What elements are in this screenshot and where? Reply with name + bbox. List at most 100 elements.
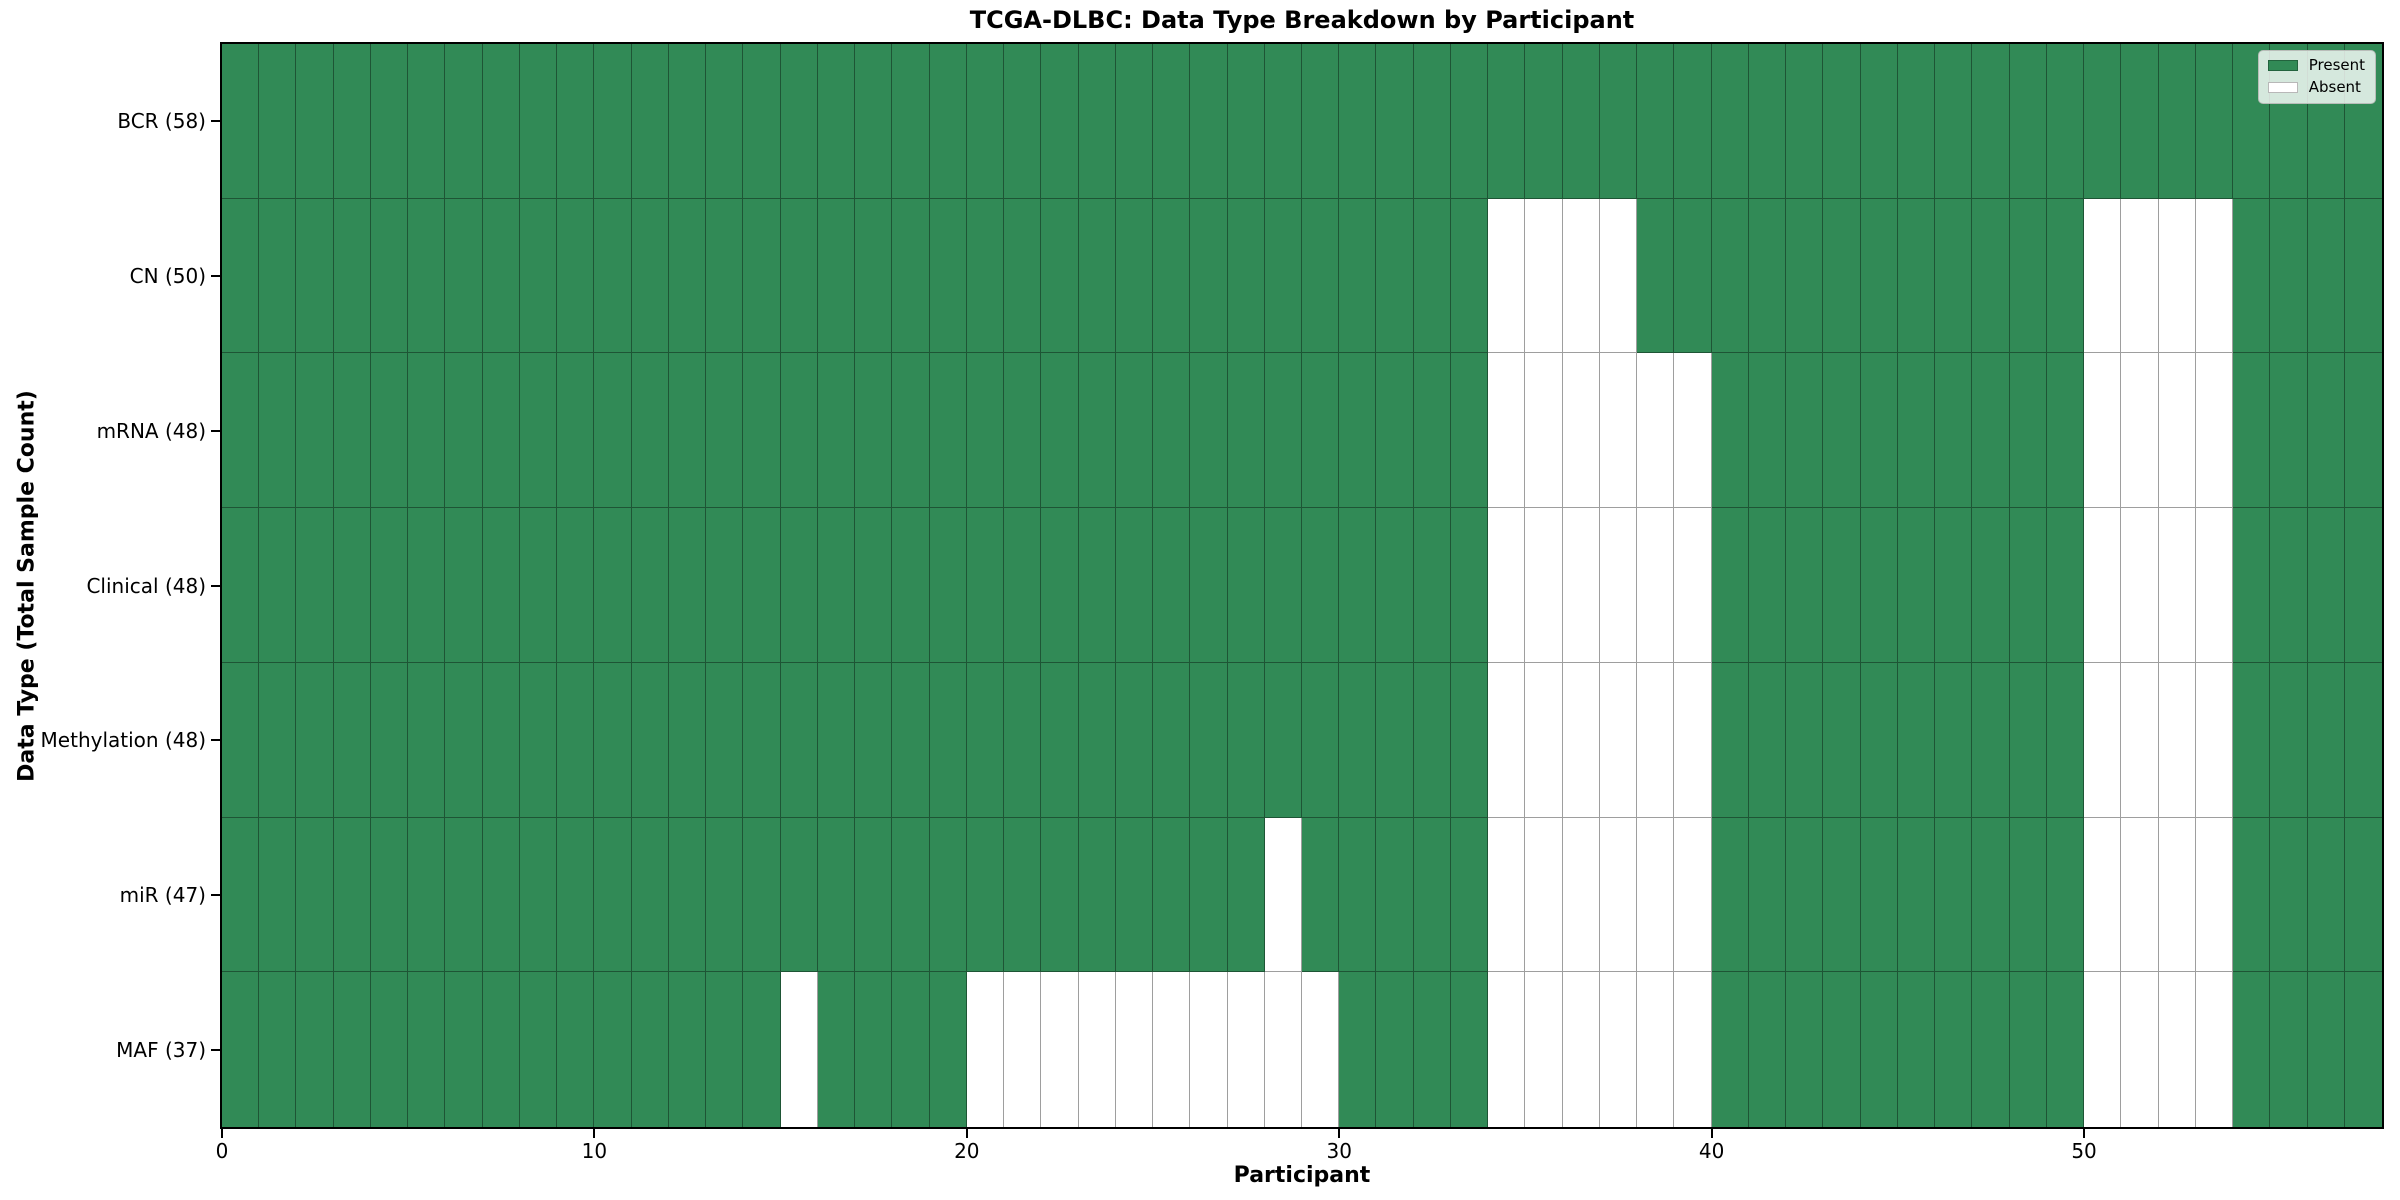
heatmap-cell <box>1264 44 1302 199</box>
heatmap-cell <box>668 508 707 663</box>
heatmap-cell <box>1599 817 1638 973</box>
heatmap-cell <box>706 662 744 818</box>
heatmap-cell <box>780 353 818 509</box>
heatmap-cell <box>1376 44 1414 199</box>
heatmap-cell <box>1264 662 1302 818</box>
heatmap-cell <box>1450 44 1489 199</box>
heatmap-cell <box>1637 662 1675 818</box>
heatmap-cell <box>482 508 520 663</box>
heatmap-cell <box>1004 44 1042 199</box>
heatmap-cell <box>1339 817 1377 973</box>
heatmap-cell <box>2195 198 2234 354</box>
heatmap-cell <box>1413 972 1451 1127</box>
heatmap-cell <box>482 817 520 973</box>
heatmap-cell <box>2046 972 2085 1127</box>
heatmap-cell <box>2084 353 2122 509</box>
heatmap-cell <box>296 817 334 973</box>
x-tick-mark <box>221 1129 223 1138</box>
heatmap-cell <box>1711 198 1749 354</box>
heatmap-cell <box>2009 817 2047 973</box>
heatmap-cell <box>2084 508 2122 663</box>
heatmap-cell <box>222 44 260 199</box>
heatmap-cell <box>1637 44 1675 199</box>
heatmap-cell <box>222 817 260 973</box>
heatmap-cell <box>817 817 856 973</box>
heatmap-cell <box>333 972 371 1127</box>
heatmap-cell <box>1301 44 1340 199</box>
heatmap-cell <box>222 662 260 818</box>
heatmap-cell <box>1041 972 1079 1127</box>
heatmap-cell <box>1935 44 1973 199</box>
heatmap-cell <box>1413 508 1451 663</box>
heatmap-cell <box>706 508 744 663</box>
heatmap-cell <box>706 972 744 1127</box>
heatmap-cell <box>2270 972 2308 1127</box>
heatmap-cell <box>668 353 707 509</box>
heatmap-cell <box>1525 972 1563 1127</box>
heatmap-cell <box>333 198 371 354</box>
heatmap-cell <box>1264 508 1302 663</box>
heatmap-cell <box>1488 662 1526 818</box>
heatmap-cell <box>2195 508 2234 663</box>
heatmap-cell <box>1450 198 1489 354</box>
heatmap-cell <box>1599 508 1638 663</box>
heatmap-cell <box>892 508 930 663</box>
heatmap-cell <box>445 662 483 818</box>
heatmap-cell <box>557 662 595 818</box>
heatmap-cell <box>2344 817 2382 973</box>
heatmap-cell <box>1897 44 1936 199</box>
heatmap-cell <box>1450 662 1489 818</box>
heatmap-cell <box>1078 817 1116 973</box>
heatmap-grid <box>222 44 2382 1127</box>
chart-title: TCGA-DLBC: Data Type Breakdown by Partic… <box>969 6 1635 34</box>
heatmap-cell <box>1339 972 1377 1127</box>
heatmap-cell <box>780 44 818 199</box>
heatmap-cell <box>1711 662 1749 818</box>
heatmap-cell <box>1562 198 1600 354</box>
heatmap-cell <box>370 662 409 818</box>
heatmap-cell <box>1115 972 1154 1127</box>
heatmap-cell <box>1748 44 1787 199</box>
heatmap-cell <box>1376 353 1414 509</box>
heatmap-cell <box>1525 817 1563 973</box>
heatmap-cell <box>929 817 967 973</box>
heatmap-cell <box>2084 198 2122 354</box>
heatmap-cell <box>482 972 520 1127</box>
y-tick-label: Methylation (48) <box>40 728 206 753</box>
heatmap-cell <box>892 817 930 973</box>
heatmap-cell <box>2307 198 2345 354</box>
heatmap-cell <box>929 972 967 1127</box>
heatmap-cell <box>2046 662 2085 818</box>
heatmap-cell <box>259 972 297 1127</box>
heatmap-cell <box>1115 817 1154 973</box>
heatmap-cell <box>1711 817 1749 973</box>
heatmap-cell <box>1748 353 1787 509</box>
heatmap-cell <box>1004 353 1042 509</box>
heatmap-cell <box>1786 817 1824 973</box>
heatmap-cell <box>370 508 409 663</box>
heatmap-cell <box>1786 508 1824 663</box>
heatmap-cell <box>2158 972 2196 1127</box>
heatmap-cell <box>1823 662 1861 818</box>
plot-area: Present Absent <box>220 42 2384 1129</box>
heatmap-cell <box>2233 662 2271 818</box>
heatmap-cell <box>1562 353 1600 509</box>
heatmap-cell <box>1264 198 1302 354</box>
heatmap-cell <box>1860 198 1898 354</box>
heatmap-cell <box>780 972 818 1127</box>
heatmap-cell <box>2233 198 2271 354</box>
heatmap-cell <box>1637 508 1675 663</box>
heatmap-cell <box>1860 817 1898 973</box>
y-tick-label: CN (50) <box>129 264 206 289</box>
heatmap-cell <box>594 353 632 509</box>
heatmap-cell <box>557 44 595 199</box>
heatmap-cell <box>2009 508 2047 663</box>
heatmap-cell <box>929 662 967 818</box>
heatmap-cell <box>1376 508 1414 663</box>
heatmap-cell <box>1264 817 1302 973</box>
heatmap-cell <box>1599 353 1638 509</box>
heatmap-cell <box>1488 817 1526 973</box>
heatmap-cell <box>1413 662 1451 818</box>
heatmap-cell <box>929 198 967 354</box>
heatmap-cell <box>1637 198 1675 354</box>
